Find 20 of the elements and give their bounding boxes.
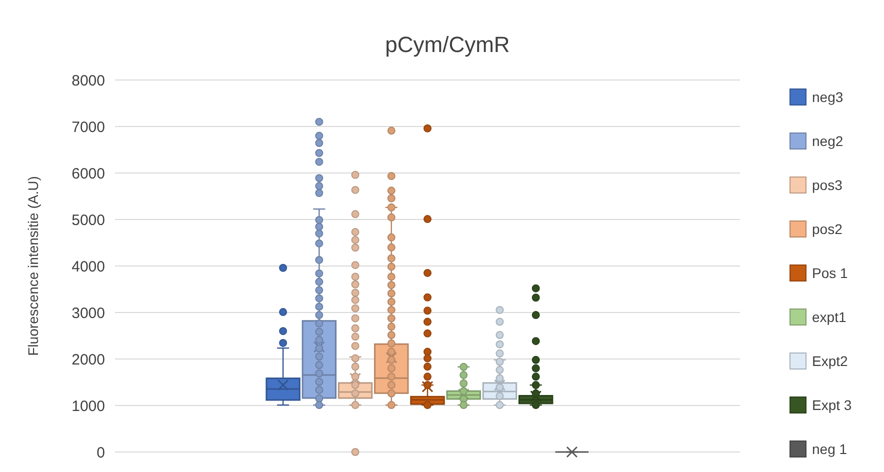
y-tick-label: 1000 [72,398,105,415]
legend-label: expt1 [812,308,846,325]
legend-label: Pos 1 [812,264,848,281]
legend-label: pos3 [812,176,843,193]
y-tick-label: 7000 [72,118,105,136]
legend-label: neg3 [812,88,844,105]
chart-title: pCym/CymR [385,32,510,57]
y-tick-label: 6000 [72,165,105,182]
legend-label: Expt 3 [812,396,852,413]
y-tick-label: 4000 [72,258,105,276]
y-tick-label: 3000 [72,304,105,322]
y-tick-label: 2000 [72,351,105,368]
legend-label: Expt2 [812,352,848,369]
y-tick-label: 5000 [72,212,105,229]
y-tick-label: 8000 [72,72,105,90]
y-axis-title: Fluorescence intensitie (A.U) [25,176,41,356]
y-tick-label: 0 [96,444,105,462]
legend-label: neg2 [812,132,844,149]
legend-label: pos2 [812,220,843,237]
legend-label: neg 1 [812,440,848,457]
